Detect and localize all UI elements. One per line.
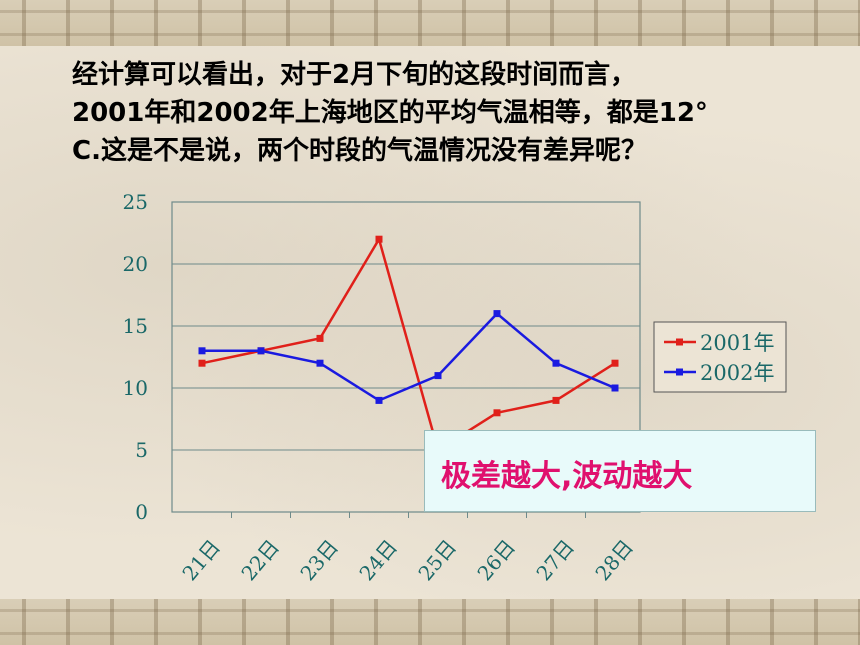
legend-label: 2002年 [700, 361, 774, 385]
data-point [611, 384, 619, 392]
data-point [257, 347, 265, 355]
y-tick-label: 25 [123, 190, 148, 214]
x-tick-label: 24日 [354, 535, 402, 585]
data-point [375, 235, 383, 243]
x-tick-label: 27日 [531, 535, 579, 585]
data-point [493, 310, 501, 318]
data-point [552, 396, 560, 404]
data-point [552, 359, 560, 367]
data-point [375, 396, 383, 404]
x-tick-label: 21日 [177, 535, 225, 585]
bottom-border [0, 599, 860, 645]
y-tick-label: 20 [123, 252, 148, 276]
x-tick-label: 22日 [236, 535, 284, 585]
data-point [434, 372, 442, 380]
data-point [611, 359, 619, 367]
x-tick-label: 26日 [472, 535, 520, 585]
x-tick-label: 25日 [413, 535, 461, 585]
y-tick-label: 0 [135, 500, 148, 524]
data-point [316, 359, 324, 367]
top-border [0, 0, 860, 46]
callout-text: 极差越大,波动越大 [441, 459, 693, 494]
heading-line-3: C.这是不是说，两个时段的气温情况没有差异呢？ [72, 136, 647, 166]
legend-label: 2001年 [700, 331, 774, 355]
data-point [316, 334, 324, 342]
series-line [201, 236, 616, 452]
x-tick-label: 23日 [295, 535, 343, 585]
y-tick-label: 15 [123, 314, 148, 338]
y-tick-label: 5 [135, 438, 148, 462]
x-tick-label: 28日 [590, 535, 638, 585]
callout-box: 极差越大,波动越大 [424, 430, 816, 512]
data-point [493, 409, 501, 417]
series-line [202, 311, 616, 402]
legend [653, 321, 787, 393]
data-point [198, 359, 206, 367]
y-tick-label: 10 [123, 376, 148, 400]
legend-marker [676, 338, 683, 346]
heading-line-2: 2001年和2002年上海地区的平均气温相等，都是12° [72, 98, 708, 128]
data-point [198, 347, 206, 355]
legend-marker [676, 368, 683, 376]
slide-heading: 经计算可以看出，对于2月下旬的这段时间而言， 2001年和2002年上海地区的平… [72, 56, 832, 170]
heading-line-1: 经计算可以看出，对于2月下旬的这段时间而言， [72, 60, 637, 90]
